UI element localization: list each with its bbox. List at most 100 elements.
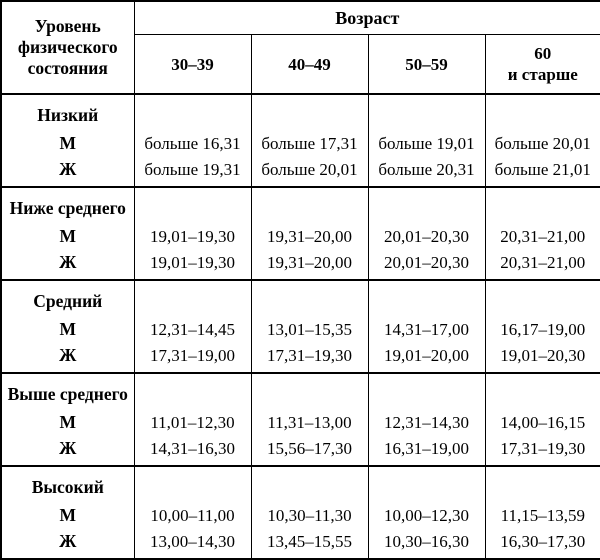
female-row-label: Ж <box>0 435 134 466</box>
empty-cell <box>484 279 600 316</box>
row-female-low: Ж больше 19,31 больше 20,01 больше 20,31… <box>0 156 600 187</box>
row-level-below-average: Ниже среднего <box>0 186 600 223</box>
level-label: Выше среднего <box>0 372 134 409</box>
value-cell: 17,31–19,30 <box>484 435 600 466</box>
empty-cell <box>484 186 600 223</box>
value-cell: 10,30–16,30 <box>367 528 485 559</box>
value-cell: 11,01–12,30 <box>133 409 251 435</box>
value-cell: 13,01–15,35 <box>250 316 368 342</box>
value-cell: 11,31–13,00 <box>250 409 368 435</box>
empty-cell <box>133 186 251 223</box>
value-cell: 19,01–19,30 <box>133 223 251 249</box>
value-cell: 14,00–16,15 <box>484 409 600 435</box>
level-label: Высокий <box>0 465 134 502</box>
age-col-header-40-49: 40–49 <box>250 34 368 94</box>
value-cell: 17,31–19,00 <box>133 342 251 373</box>
empty-cell <box>367 279 485 316</box>
value-cell: 16,30–17,30 <box>484 528 600 559</box>
value-cell: 15,56–17,30 <box>250 435 368 466</box>
value-cell: 13,45–15,55 <box>250 528 368 559</box>
empty-cell <box>367 372 485 409</box>
value-cell: 12,31–14,30 <box>367 409 485 435</box>
value-cell: 19,31–20,00 <box>250 249 368 280</box>
value-cell: больше 20,31 <box>367 156 485 187</box>
row-level-above-average: Выше среднего <box>0 372 600 409</box>
value-cell: больше 20,01 <box>484 130 600 156</box>
empty-cell <box>133 279 251 316</box>
male-row-label: М <box>0 316 134 342</box>
empty-cell <box>133 93 251 130</box>
value-cell: больше 20,01 <box>250 156 368 187</box>
row-male-low: М больше 16,31 больше 17,31 больше 19,01… <box>0 130 600 156</box>
value-cell: 12,31–14,45 <box>133 316 251 342</box>
age-col-header-30-39: 30–39 <box>133 34 251 94</box>
row-male-above-average: М 11,01–12,30 11,31–13,00 12,31–14,30 14… <box>0 409 600 435</box>
female-row-label: Ж <box>0 342 134 373</box>
level-label: Низкий <box>0 93 134 130</box>
value-cell: 19,01–20,00 <box>367 342 485 373</box>
age-group-header: Возраст <box>133 1 600 35</box>
level-label: Средний <box>0 279 134 316</box>
empty-cell <box>250 279 368 316</box>
empty-cell <box>133 465 251 502</box>
value-cell: больше 17,31 <box>250 130 368 156</box>
value-cell: 10,00–12,30 <box>367 502 485 528</box>
value-cell: больше 16,31 <box>133 130 251 156</box>
value-cell: 20,01–20,30 <box>367 249 485 280</box>
value-cell: 10,00–11,00 <box>133 502 251 528</box>
level-column-header: Уровень физического состояния <box>0 1 134 94</box>
row-female-average: Ж 17,31–19,00 17,31–19,30 19,01–20,00 19… <box>0 342 600 373</box>
empty-cell <box>484 93 600 130</box>
female-row-label: Ж <box>0 249 134 280</box>
age-col-header-50-59: 50–59 <box>367 34 485 94</box>
female-row-label: Ж <box>0 528 134 559</box>
value-cell: 19,31–20,00 <box>250 223 368 249</box>
row-level-high: Высокий <box>0 465 600 502</box>
value-cell: 14,31–17,00 <box>367 316 485 342</box>
value-cell: 20,01–20,30 <box>367 223 485 249</box>
value-cell: 16,17–19,00 <box>484 316 600 342</box>
empty-cell <box>367 186 485 223</box>
empty-cell <box>484 465 600 502</box>
empty-cell <box>250 186 368 223</box>
header-row-top: Уровень физического состояния Возраст <box>0 1 600 94</box>
empty-cell <box>133 372 251 409</box>
row-female-above-average: Ж 14,31–16,30 15,56–17,30 16,31–19,00 17… <box>0 435 600 466</box>
value-cell: 14,31–16,30 <box>133 435 251 466</box>
age-col-header-60-plus: 60 и старше <box>484 34 600 94</box>
empty-cell <box>250 93 368 130</box>
row-male-below-average: М 19,01–19,30 19,31–20,00 20,01–20,30 20… <box>0 223 600 249</box>
empty-cell <box>367 465 485 502</box>
value-cell: 20,31–21,00 <box>484 249 600 280</box>
row-female-high: Ж 13,00–14,30 13,45–15,55 10,30–16,30 16… <box>0 528 600 559</box>
male-row-label: М <box>0 502 134 528</box>
value-cell: 20,31–21,00 <box>484 223 600 249</box>
value-cell: больше 21,01 <box>484 156 600 187</box>
female-row-label: Ж <box>0 156 134 187</box>
male-row-label: М <box>0 409 134 435</box>
male-row-label: М <box>0 130 134 156</box>
row-male-average: М 12,31–14,45 13,01–15,35 14,31–17,00 16… <box>0 316 600 342</box>
empty-cell <box>250 465 368 502</box>
value-cell: 17,31–19,30 <box>250 342 368 373</box>
value-cell: 11,15–13,59 <box>484 502 600 528</box>
value-cell: 19,01–19,30 <box>133 249 251 280</box>
empty-cell <box>484 372 600 409</box>
row-female-below-average: Ж 19,01–19,30 19,31–20,00 20,01–20,30 20… <box>0 249 600 280</box>
male-row-label: М <box>0 223 134 249</box>
value-cell: 19,01–20,30 <box>484 342 600 373</box>
value-cell: 10,30–11,30 <box>250 502 368 528</box>
empty-cell <box>367 93 485 130</box>
value-cell: 16,31–19,00 <box>367 435 485 466</box>
level-label: Ниже среднего <box>0 186 134 223</box>
row-level-average: Средний <box>0 279 600 316</box>
value-cell: 13,00–14,30 <box>133 528 251 559</box>
header-row-ages: 30–39 40–49 50–59 60 и старше <box>1 34 600 94</box>
empty-cell <box>250 372 368 409</box>
row-level-low: Низкий <box>0 93 600 130</box>
value-cell: больше 19,31 <box>133 156 251 187</box>
row-male-high: М 10,00–11,00 10,30–11,30 10,00–12,30 11… <box>0 502 600 528</box>
value-cell: больше 19,01 <box>367 130 485 156</box>
